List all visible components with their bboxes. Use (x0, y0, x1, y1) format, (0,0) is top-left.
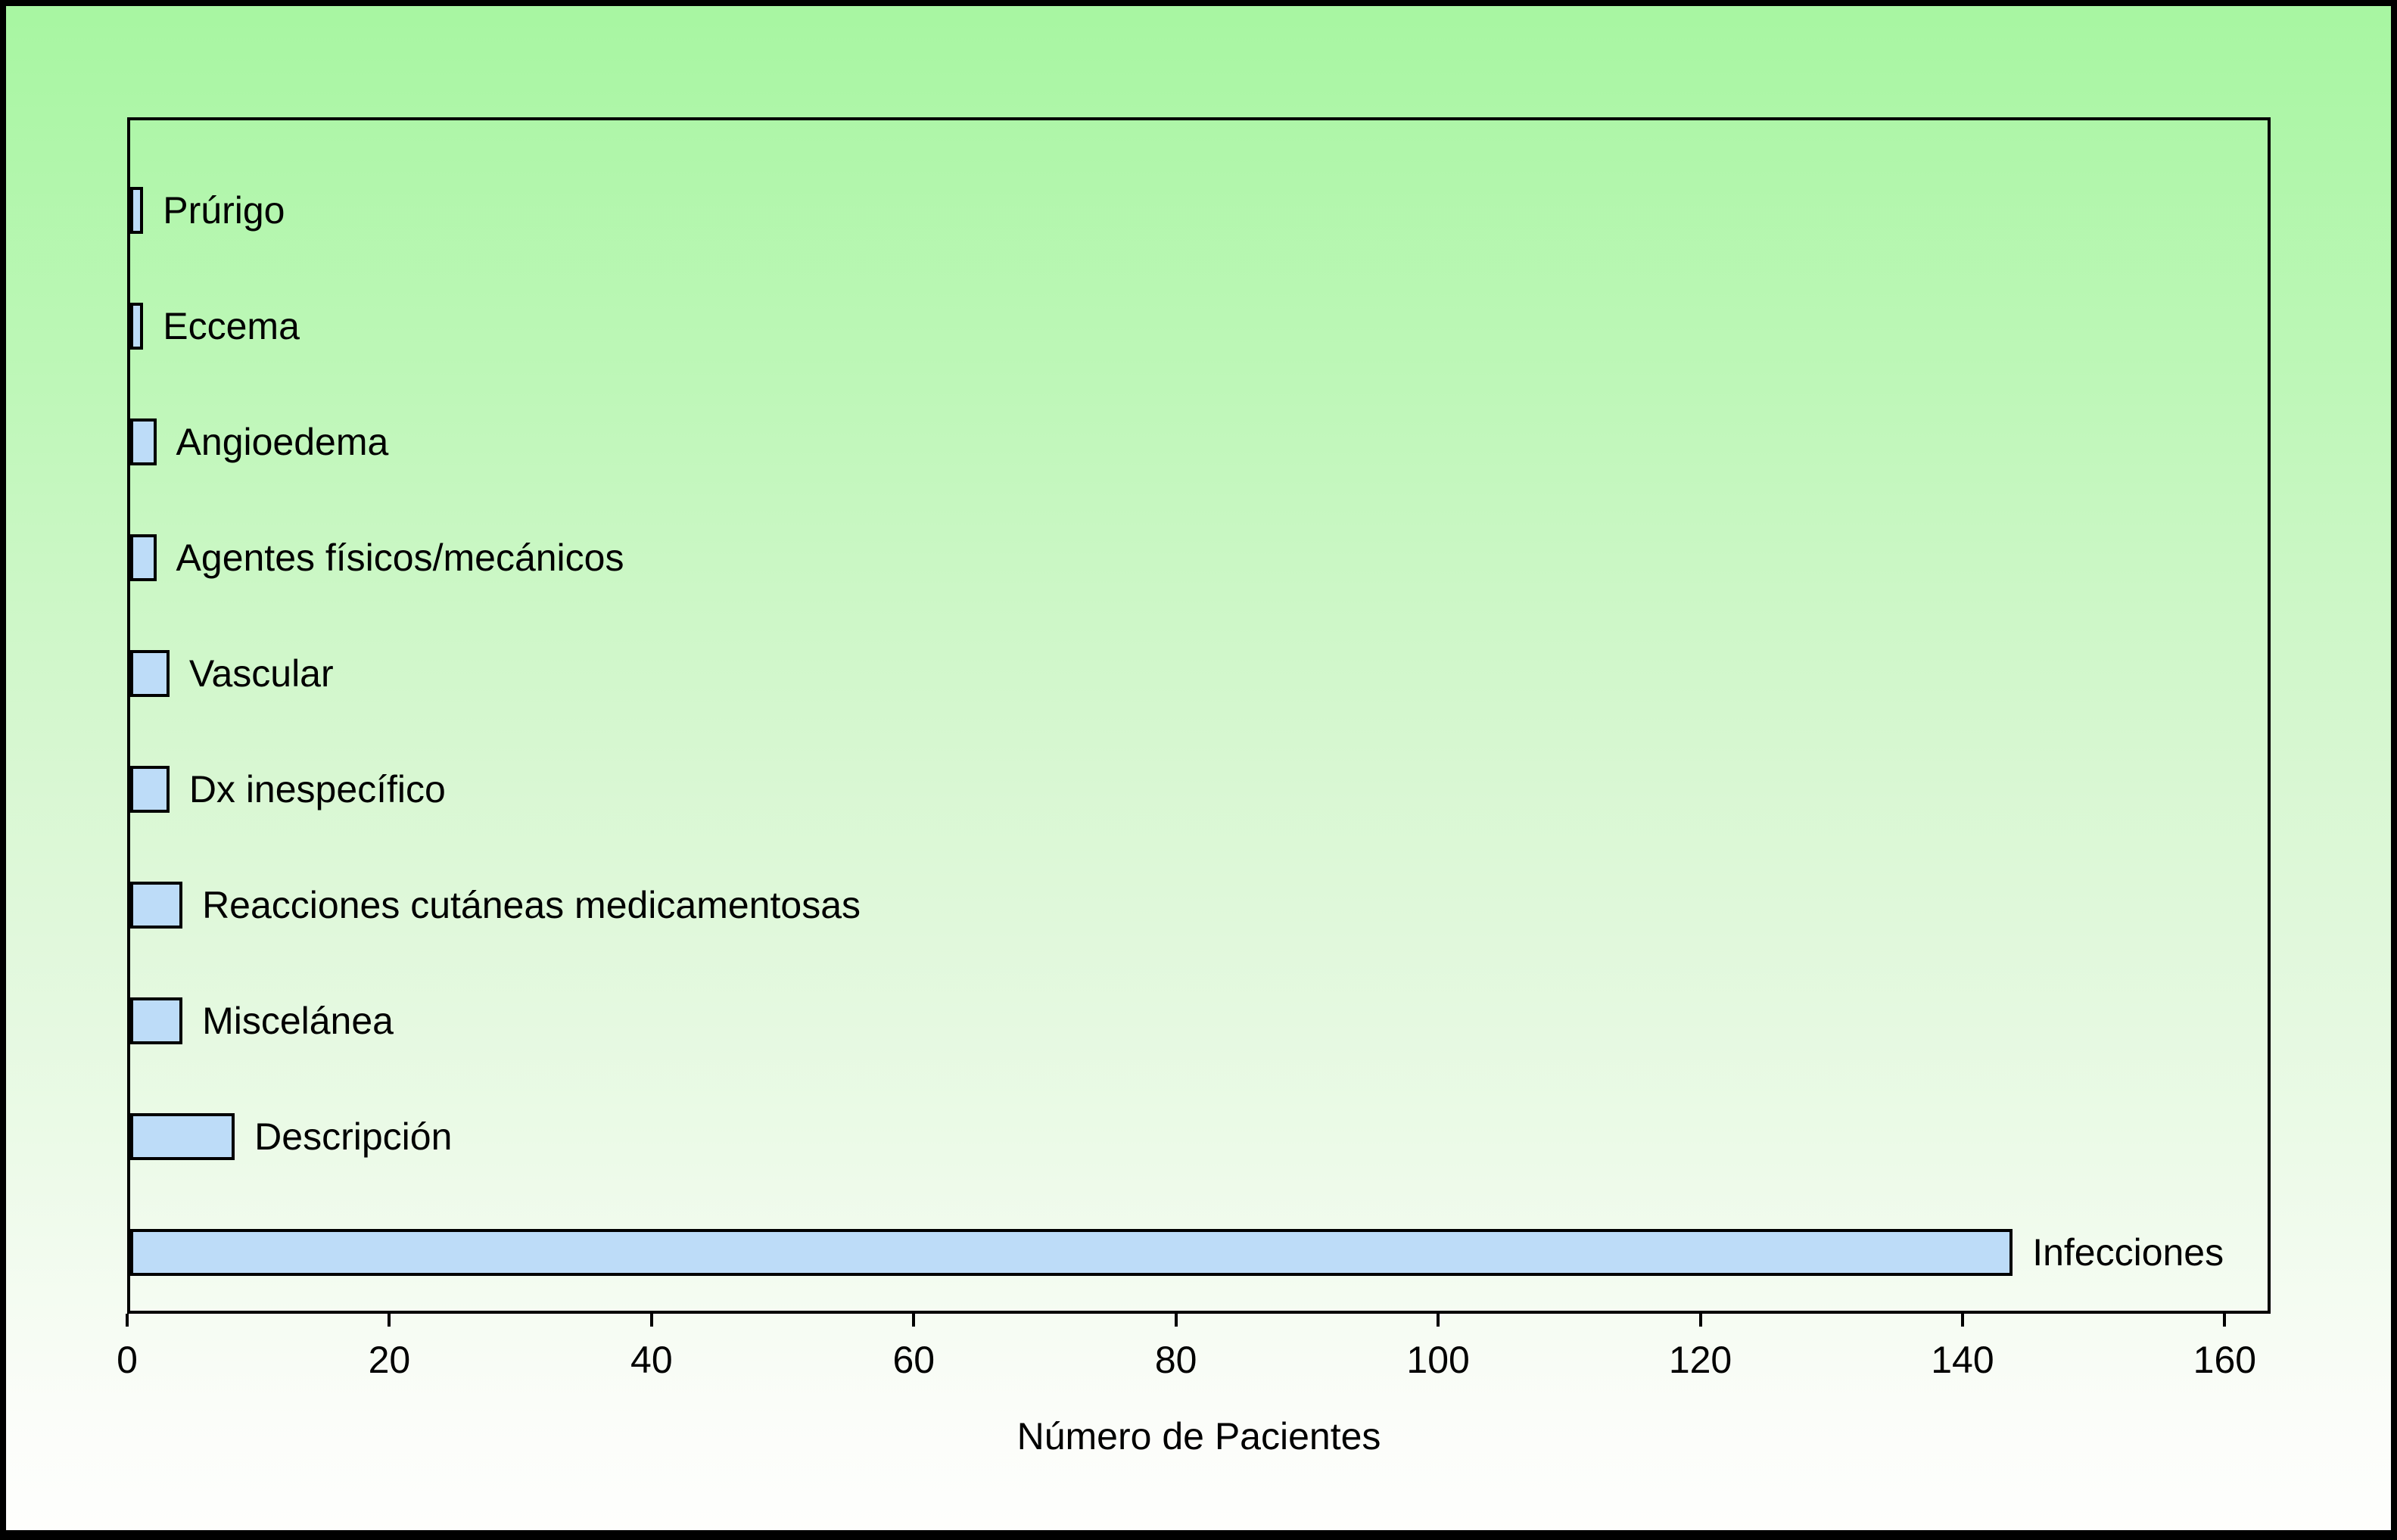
x-axis-tick-label: 140 (1931, 1339, 1994, 1381)
x-axis-tick-label: 40 (630, 1339, 673, 1381)
x-axis-tick-label: 100 (1406, 1339, 1470, 1381)
bar (130, 1113, 235, 1161)
x-axis-tick-mark (1698, 1314, 1702, 1327)
plot-area: Prúrigo Eccema Angioedema Agentes físicos/m… (127, 117, 2271, 1314)
bar-rows: Prúrigo Eccema Angioedema Agentes físicos/m… (130, 120, 2268, 1311)
bar-row: Prúrigo (130, 152, 2268, 268)
category-label: Descripción (254, 1115, 453, 1159)
category-label: Agentes físicos/mecánicos (176, 536, 624, 579)
x-axis-tick-label: 0 (117, 1339, 138, 1381)
bar-row: Eccema (130, 268, 2268, 384)
bar (130, 302, 144, 350)
bar-row: Vascular (130, 615, 2268, 731)
bar (130, 534, 157, 581)
bar-row: Reacciones cutáneas medicamentosas (130, 848, 2268, 963)
bar (130, 649, 170, 697)
x-axis-ticks (126, 1314, 2271, 1327)
x-axis-tick-mark (2223, 1314, 2227, 1327)
bar (130, 997, 183, 1045)
x-axis-tick-labels: 0 20 40 60 80 100 120 140 160 (117, 1339, 2271, 1386)
x-axis-tick-label: 120 (1668, 1339, 1732, 1381)
x-axis-tick-mark (1960, 1314, 1964, 1327)
category-label: Infecciones (2032, 1231, 2224, 1274)
bar-row: Infecciones (130, 1195, 2268, 1311)
bar-row: Dx inespecífico (130, 731, 2268, 847)
x-axis-tick-label: 160 (2193, 1339, 2257, 1381)
x-axis-tick-mark (912, 1314, 916, 1327)
category-label: Angioedema (176, 420, 389, 463)
x-axis-tick-mark (126, 1314, 129, 1327)
x-axis-tick-mark (1174, 1314, 1178, 1327)
bar-row: Agentes físicos/mecánicos (130, 499, 2268, 615)
category-label: Prúrigo (163, 188, 285, 232)
x-axis-tick-mark (649, 1314, 653, 1327)
bar-row: Miscelánea (130, 963, 2268, 1079)
bar (130, 1229, 2013, 1277)
x-axis-tick-label: 80 (1154, 1339, 1197, 1381)
bar (130, 418, 157, 465)
x-axis-tick-label: 60 (892, 1339, 935, 1381)
category-label: Reacciones cutáneas medicamentosas (202, 884, 861, 927)
bar (130, 186, 144, 234)
x-axis-title: Número de Pacientes (1016, 1415, 1381, 1458)
category-label: Eccema (163, 304, 300, 347)
bar (130, 766, 170, 814)
bar-row: Descripción (130, 1079, 2268, 1195)
bar-row: Angioedema (130, 384, 2268, 499)
category-label: Dx inespecífico (188, 768, 446, 811)
category-label: Vascular (188, 652, 334, 695)
x-axis-tick-mark (388, 1314, 391, 1327)
category-label: Miscelánea (202, 1000, 394, 1043)
x-axis-tick-label: 20 (368, 1339, 411, 1381)
bar (130, 882, 183, 929)
x-axis-tick-mark (1437, 1314, 1440, 1327)
